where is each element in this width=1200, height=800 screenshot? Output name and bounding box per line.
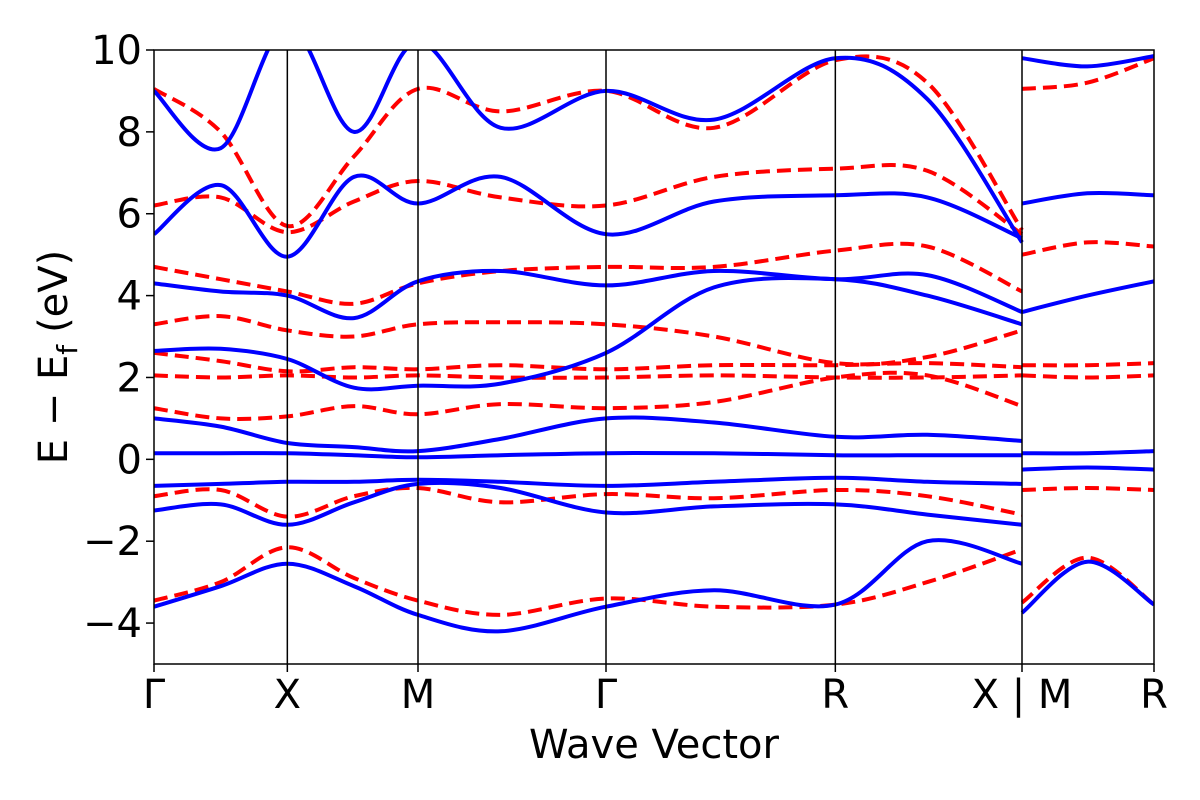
y-tick-label: −4 [83,601,142,647]
band-line-solid [154,415,1023,454]
band-line-dashed [154,373,1023,380]
band-line-solid [154,475,1023,488]
x-tick-label: X | M [972,672,1073,718]
band-line-dashed [154,545,1023,617]
band-line-solid [1021,279,1154,314]
y-tick-label: 4 [117,274,142,320]
band-line-solid [1020,559,1154,615]
y-axis-title-main: E − E [31,355,77,465]
y-tick-label: 10 [91,28,142,74]
band-line-solid [154,173,1023,259]
band-line-dashed [154,314,1023,367]
x-tick-label: Γ [595,672,618,718]
x-tick-label: R [821,672,849,718]
band-line-dashed [1021,240,1154,257]
y-tick-label: 2 [117,355,142,401]
band-line-dashed [154,350,1023,374]
x-axis-title: Wave Vector [529,722,780,768]
band-line-solid [154,538,1023,634]
band-line-solid [154,268,1023,321]
y-axis-title-subscript: f [51,344,84,355]
band-line-dashed [1021,373,1154,380]
band-line-solid [154,480,1023,527]
y-tick-label: −2 [83,519,142,565]
band-line-solid [154,50,1024,244]
plot-frame [153,49,1155,665]
band-line-dashed [1021,361,1154,368]
band-line-solid [1021,449,1154,456]
y-tick-label: 8 [117,110,142,156]
x-tick-label: M [401,672,436,718]
y-tick-label: 0 [117,437,142,483]
band-line-dashed [1020,555,1154,607]
y-axis-title-unit: (eV) [31,250,77,333]
band-line-dashed [154,485,1023,519]
band-line-solid [154,450,1022,460]
band-lines [154,50,1154,634]
band-line-dashed [1021,486,1154,492]
band-line-dashed [1021,56,1154,91]
x-tick-label: R [1140,672,1168,718]
band-line-dashed [154,54,1024,232]
band-line-solid [1021,190,1154,206]
x-tick-label: Γ [143,672,166,718]
y-axis: −4 −2 0 2 4 6 8 10 [83,28,154,647]
band-line-solid [1021,465,1154,472]
band-line-dashed [154,241,1023,306]
band-line-solid [1021,54,1154,69]
y-axis-title: E − Ef (eV) [31,250,84,465]
band-line-solid [154,275,1023,392]
high-symmetry-lines [286,50,1023,664]
y-tick-label: 6 [117,192,142,238]
band-line-dashed [154,370,1023,421]
x-tick-label: X [274,672,301,718]
x-axis: Γ X M Γ R X | M R [143,664,1168,718]
band-line-dashed [154,163,1024,236]
